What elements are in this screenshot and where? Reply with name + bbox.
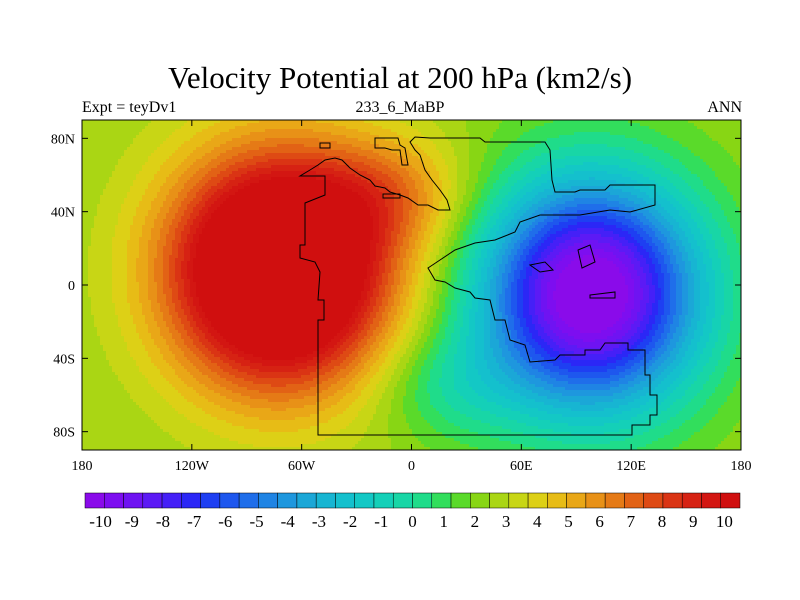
colorbar-swatch — [104, 493, 123, 508]
colorbar-swatch — [586, 493, 605, 508]
x-tick-label: 180 — [72, 459, 93, 474]
colorbar-swatch — [413, 493, 432, 508]
y-tick-label: 80N — [51, 132, 75, 147]
colorbar-swatch — [278, 493, 297, 508]
colorbar: -10 -9 -8 -7 -6 -5 -4 -3 -2 -1 0 1 2 3 4 5 6 7 8 9 10 — [85, 493, 740, 531]
colorbar-label: -3 — [312, 512, 326, 531]
colorbar-label: -6 — [218, 512, 232, 531]
chart-canvas: 180 120W 60W 0 60E 120E 18080N40N040S80S -10 -9… — [0, 0, 800, 600]
colorbar-swatch — [528, 493, 547, 508]
colorbar-label: -10 — [89, 512, 112, 531]
y-tick-label: 80S — [53, 426, 75, 441]
colorbar-label: 1 — [439, 512, 448, 531]
colorbar-label: -4 — [281, 512, 296, 531]
colorbar-swatch — [490, 493, 509, 508]
colorbar-label: 6 — [595, 512, 604, 531]
colorbar-swatch — [509, 493, 528, 508]
colorbar-label: 4 — [533, 512, 542, 531]
colorbar-label: -1 — [374, 512, 388, 531]
colorbar-swatch — [663, 493, 682, 508]
colorbar-label: 0 — [408, 512, 417, 531]
y-tick-label: 40S — [53, 352, 75, 367]
colorbar-swatch — [567, 493, 586, 508]
x-tick-label: 120E — [616, 459, 646, 474]
colorbar-swatch — [143, 493, 162, 508]
colorbar-label: 10 — [716, 512, 733, 531]
x-tick-label: 60W — [288, 459, 316, 474]
colorbar-swatch — [644, 493, 663, 508]
x-tick-label: 0 — [408, 459, 415, 474]
colorbar-swatch — [393, 493, 412, 508]
colorbar-swatch — [220, 493, 239, 508]
colorbar-swatch — [374, 493, 393, 508]
colorbar-swatch — [181, 493, 200, 508]
x-tick-label: 180 — [731, 459, 752, 474]
colorbar-label: 3 — [502, 512, 511, 531]
colorbar-swatch — [451, 493, 470, 508]
colorbar-swatch — [201, 493, 220, 508]
colorbar-swatch — [258, 493, 277, 508]
colorbar-swatch — [701, 493, 720, 508]
colorbar-label: 7 — [627, 512, 636, 531]
colorbar-label: -8 — [156, 512, 170, 531]
colorbar-label: -5 — [249, 512, 263, 531]
colorbar-swatch — [297, 493, 316, 508]
x-tick-label: 60E — [510, 459, 533, 474]
colorbar-label: -9 — [125, 512, 139, 531]
y-tick-label: 0 — [68, 279, 75, 294]
colorbar-swatch — [316, 493, 335, 508]
x-tick-label: 120W — [175, 459, 210, 474]
colorbar-swatch — [355, 493, 374, 508]
colorbar-label: 8 — [658, 512, 667, 531]
colorbar-label: -7 — [187, 512, 202, 531]
colorbar-swatch — [162, 493, 181, 508]
colorbar-swatch — [682, 493, 701, 508]
contour-field — [82, 120, 743, 451]
colorbar-swatch — [721, 493, 740, 508]
colorbar-swatch — [432, 493, 451, 508]
colorbar-swatch — [624, 493, 643, 508]
colorbar-swatch — [335, 493, 354, 508]
colorbar-swatch — [239, 493, 258, 508]
y-tick-label: 40N — [51, 206, 75, 221]
colorbar-label: 5 — [564, 512, 573, 531]
colorbar-label: 9 — [689, 512, 698, 531]
colorbar-swatch — [547, 493, 566, 508]
colorbar-label: 2 — [471, 512, 480, 531]
colorbar-swatch — [85, 493, 104, 508]
colorbar-swatch — [470, 493, 489, 508]
colorbar-swatch — [124, 493, 143, 508]
colorbar-swatch — [605, 493, 624, 508]
colorbar-label: -2 — [343, 512, 357, 531]
